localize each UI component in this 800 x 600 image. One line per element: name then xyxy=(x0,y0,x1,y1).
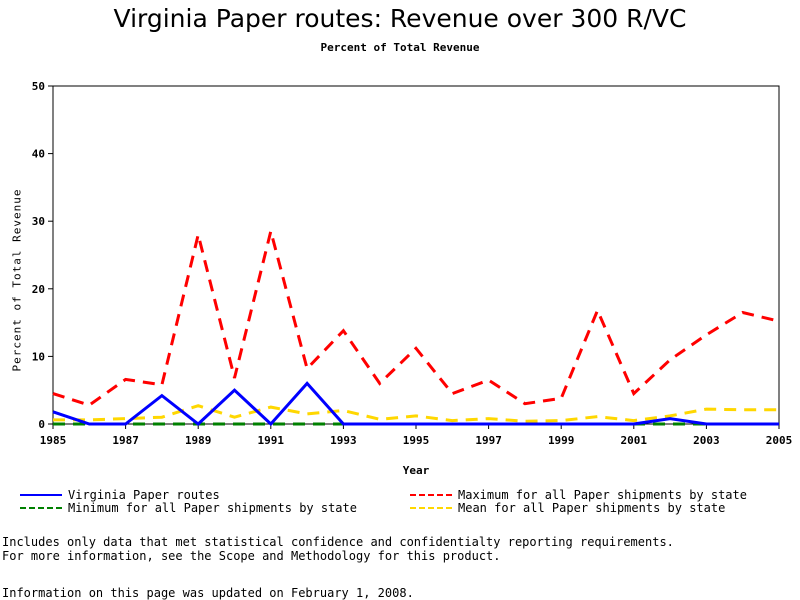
x-tick-label: 1985 xyxy=(40,434,67,447)
legend-label-mean: Mean for all Paper shipments by state xyxy=(458,501,726,515)
legend-label-minimum: Minimum for all Paper shipments by state xyxy=(68,501,357,515)
y-tick-label: 0 xyxy=(38,418,45,431)
legend-item-maximum: Maximum for all Paper shipments by state xyxy=(410,488,747,502)
y-tick-label: 30 xyxy=(32,215,45,228)
legend: Virginia Paper routes Maximum for all Pa… xyxy=(0,486,800,516)
footnote-updated: Information on this page was updated on … xyxy=(2,586,414,600)
x-tick-label: 1991 xyxy=(258,434,285,447)
series-line-maximum xyxy=(52,230,780,407)
x-tick-label: 1989 xyxy=(185,434,212,447)
legend-swatch-minimum xyxy=(20,507,62,509)
x-tick-label: 1995 xyxy=(403,434,430,447)
y-axis-label: Percent of Total Revenue xyxy=(10,188,24,372)
series-layer xyxy=(52,230,780,427)
y-axis-label-wrap: Percent of Total Revenue xyxy=(4,150,30,410)
y-tick-label: 10 xyxy=(32,350,45,363)
x-tick-label: 2003 xyxy=(693,434,720,447)
legend-swatch-virginia xyxy=(20,494,62,496)
x-axis-label: Year xyxy=(402,464,430,477)
x-tick-label: 1997 xyxy=(475,434,502,447)
chart-subtitle: Percent of Total Revenue xyxy=(320,41,480,54)
x-tick-label: 2001 xyxy=(621,434,648,447)
legend-item-minimum: Minimum for all Paper shipments by state xyxy=(20,501,357,515)
legend-label-virginia: Virginia Paper routes xyxy=(68,488,220,502)
chart-title: Virginia Paper routes: Revenue over 300 … xyxy=(113,4,687,33)
series-line-mean xyxy=(53,404,779,423)
axis-ticks: 1985 1987 1989 1991 1993 1995 1997 1999 2001 2003… xyxy=(32,80,793,447)
legend-swatch-mean xyxy=(410,507,452,509)
x-tick-label: 2005 xyxy=(766,434,793,447)
legend-item-virginia: Virginia Paper routes xyxy=(20,488,220,502)
y-tick-label: 40 xyxy=(32,148,45,161)
legend-label-maximum: Maximum for all Paper shipments by state xyxy=(458,488,747,502)
footnote-methodology: For more information, see the Scope and … xyxy=(2,549,501,563)
legend-item-mean: Mean for all Paper shipments by state xyxy=(410,501,725,515)
legend-swatch-maximum xyxy=(410,494,452,496)
y-tick-label: 50 xyxy=(32,80,45,93)
x-tick-label: 1999 xyxy=(548,434,575,447)
x-tick-label: 1987 xyxy=(112,434,139,447)
chart-canvas: 1985 1987 1989 1991 1993 1995 1997 1999 2001 2003… xyxy=(32,80,793,447)
y-tick-label: 20 xyxy=(32,283,45,296)
footnote-confidence: Includes only data that met statistical … xyxy=(2,535,674,549)
series-line-virginia xyxy=(52,381,779,427)
x-tick-label: 1993 xyxy=(330,434,357,447)
plot-frame xyxy=(52,85,780,425)
